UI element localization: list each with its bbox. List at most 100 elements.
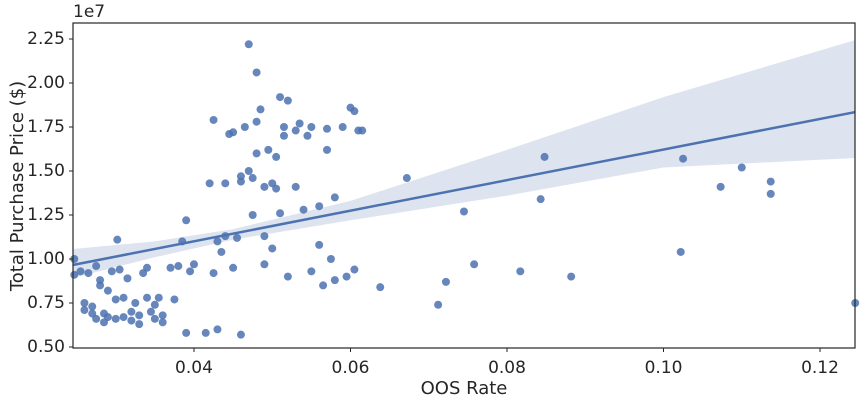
point (315, 240, 324, 249)
point (737, 163, 746, 172)
regression-line (73, 110, 855, 267)
point (143, 293, 152, 302)
point (264, 145, 273, 154)
point (350, 107, 359, 116)
point (189, 260, 198, 269)
point (516, 267, 525, 276)
point (174, 262, 183, 271)
point (213, 237, 222, 246)
point (229, 263, 238, 272)
point (154, 293, 163, 302)
point (315, 202, 324, 211)
point (276, 93, 285, 102)
point (127, 307, 136, 316)
point (70, 255, 79, 264)
point (252, 68, 261, 77)
point (252, 117, 261, 126)
point (135, 311, 144, 320)
point (766, 189, 775, 198)
point (283, 272, 292, 281)
point (84, 269, 93, 278)
point (319, 281, 328, 290)
x-tick-label: 0.04 (175, 358, 213, 378)
point (402, 174, 411, 183)
y-tick-label: 0.50 (27, 337, 65, 357)
point (434, 300, 443, 309)
point (143, 263, 152, 272)
point (291, 182, 300, 191)
confidence-band (73, 40, 855, 278)
x-tick-label: 0.10 (645, 358, 683, 378)
point (441, 277, 450, 286)
point (244, 167, 253, 176)
point (283, 96, 292, 105)
point (330, 276, 339, 285)
point (376, 283, 385, 292)
y-tick-label: 1.25 (27, 205, 65, 225)
point (92, 262, 101, 271)
point (326, 255, 335, 264)
point (119, 313, 128, 322)
point (186, 267, 195, 276)
point (209, 115, 218, 124)
plot-frame (72, 22, 856, 349)
point (299, 205, 308, 214)
point (135, 320, 144, 329)
point (127, 316, 136, 325)
point (236, 172, 245, 181)
point (338, 123, 347, 132)
point (567, 272, 576, 281)
y-axis-label: Total Purchase Price ($) (7, 81, 28, 292)
point (113, 235, 122, 244)
y-tick-label: 0.75 (27, 293, 65, 313)
point (679, 154, 688, 163)
point (201, 328, 210, 337)
point (323, 145, 332, 154)
y-tick-label: 1.75 (27, 117, 65, 137)
point (272, 152, 281, 161)
point (80, 298, 89, 307)
point (236, 330, 245, 339)
point (272, 184, 281, 193)
point (123, 274, 132, 283)
point (182, 216, 191, 225)
point (342, 272, 351, 281)
y-tick-label: 2.00 (27, 73, 65, 93)
point (330, 193, 339, 202)
point (115, 265, 124, 274)
point (80, 306, 89, 315)
point (158, 311, 167, 320)
point (676, 247, 685, 256)
point (146, 307, 155, 316)
point (276, 209, 285, 218)
point (766, 177, 775, 186)
point (295, 119, 304, 128)
x-tick-label: 0.08 (488, 358, 526, 378)
point (470, 260, 479, 269)
point (358, 126, 367, 135)
point (303, 131, 312, 140)
point (158, 318, 167, 327)
point (459, 207, 468, 216)
point (103, 313, 112, 322)
point (279, 131, 288, 140)
point (248, 174, 257, 183)
point (170, 295, 179, 304)
point (205, 179, 214, 188)
point (182, 328, 191, 337)
point (131, 298, 140, 307)
point (252, 149, 261, 158)
point (111, 295, 120, 304)
point (540, 152, 549, 161)
point (166, 263, 175, 272)
point (307, 123, 316, 132)
point (88, 302, 97, 311)
y-tick-label: 1.50 (27, 161, 65, 181)
point (76, 267, 85, 276)
point (248, 211, 257, 220)
point (96, 281, 105, 290)
point (256, 105, 265, 114)
point (111, 314, 120, 323)
point (92, 314, 101, 323)
